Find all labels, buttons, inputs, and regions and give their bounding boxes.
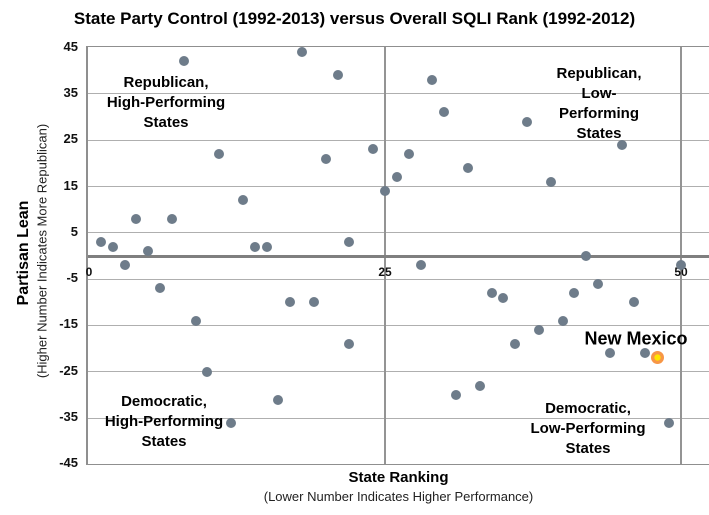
data-point bbox=[522, 116, 533, 127]
data-point bbox=[107, 241, 118, 252]
data-point bbox=[344, 339, 355, 350]
data-point bbox=[344, 237, 355, 248]
h-gridline bbox=[88, 371, 709, 373]
data-point bbox=[119, 260, 130, 271]
h-gridline bbox=[88, 417, 709, 419]
data-point bbox=[415, 260, 426, 271]
data-point bbox=[214, 149, 225, 160]
data-point bbox=[131, 213, 142, 224]
h-gridline bbox=[88, 278, 709, 280]
data-point bbox=[155, 283, 166, 294]
data-point bbox=[533, 325, 544, 336]
y-axis-subtitle: (Higher Number Indicates More Republican… bbox=[34, 123, 50, 379]
x-axis-title: State Ranking bbox=[348, 469, 449, 486]
h-gridline bbox=[88, 139, 709, 141]
plot-area: Republican, High-Performing States Repub… bbox=[86, 46, 709, 465]
data-point bbox=[297, 47, 308, 58]
y-tick-label: 25 bbox=[63, 131, 78, 147]
x-tick-label: 25 bbox=[378, 265, 392, 279]
data-point bbox=[143, 246, 154, 257]
data-point bbox=[498, 292, 509, 303]
data-point bbox=[237, 195, 248, 206]
data-point bbox=[166, 213, 177, 224]
data-point bbox=[664, 417, 675, 428]
data-point bbox=[308, 297, 319, 308]
data-point bbox=[676, 260, 686, 271]
data-point bbox=[569, 288, 580, 299]
data-point bbox=[273, 394, 284, 405]
y-tick-label: -15 bbox=[59, 316, 78, 332]
new-mexico-point bbox=[650, 351, 664, 365]
data-point bbox=[380, 186, 390, 197]
x-tick-label: 0 bbox=[85, 265, 93, 279]
new-mexico-annotation: New Mexico bbox=[584, 328, 688, 349]
y-axis-title: Partisan Lean bbox=[15, 200, 32, 306]
data-point bbox=[261, 241, 272, 252]
y-tick-label: 35 bbox=[63, 84, 78, 100]
h-gridline bbox=[88, 324, 709, 326]
data-point bbox=[202, 366, 213, 377]
data-point bbox=[462, 162, 473, 173]
y-tick-label: -35 bbox=[59, 409, 78, 425]
h-gridline bbox=[88, 93, 709, 95]
quadrant-label-democratic-low: Democratic, Low-Performing States bbox=[530, 400, 646, 457]
y-tick-label: -5 bbox=[66, 270, 78, 286]
data-point bbox=[320, 153, 331, 164]
data-point bbox=[427, 74, 438, 85]
data-point bbox=[439, 107, 450, 118]
data-point bbox=[95, 237, 106, 248]
data-point bbox=[628, 297, 639, 308]
data-point bbox=[474, 380, 485, 391]
y-tick-label: 5 bbox=[70, 223, 78, 239]
x-axis-subtitle: (Lower Number Indicates Higher Performan… bbox=[263, 489, 534, 504]
data-point bbox=[285, 297, 296, 308]
data-point bbox=[593, 278, 604, 289]
y-tick-label: 15 bbox=[63, 177, 78, 193]
data-point bbox=[640, 348, 651, 359]
data-point bbox=[391, 172, 402, 183]
data-point bbox=[403, 149, 414, 160]
data-point bbox=[616, 139, 627, 150]
y-tick-label: -25 bbox=[59, 362, 78, 378]
y-tick-label: -45 bbox=[59, 455, 78, 471]
data-point bbox=[332, 70, 343, 81]
h-gridline bbox=[88, 186, 709, 187]
h-gridline bbox=[88, 232, 709, 234]
data-point bbox=[557, 315, 568, 326]
data-point bbox=[604, 348, 615, 359]
data-point bbox=[451, 389, 462, 400]
data-point bbox=[581, 251, 592, 261]
quadrant-label-republican-low: Republican, Low-Performing States bbox=[556, 65, 642, 142]
y-tick-label: 45 bbox=[63, 38, 78, 54]
data-point bbox=[249, 241, 260, 252]
quadrant-label-republican-high: Republican, High-Performing States bbox=[106, 74, 226, 131]
data-point bbox=[226, 417, 237, 428]
data-point bbox=[510, 339, 521, 350]
chart-title: State Party Control (1992-2013) versus O… bbox=[73, 9, 636, 28]
data-point bbox=[486, 288, 497, 299]
quadrant-label-democratic-high: Democratic, High-Performing States bbox=[104, 393, 224, 450]
data-point bbox=[190, 315, 201, 326]
data-point bbox=[368, 144, 379, 155]
data-point bbox=[178, 56, 189, 67]
zero-axis-line bbox=[88, 254, 709, 258]
data-point bbox=[545, 176, 556, 187]
